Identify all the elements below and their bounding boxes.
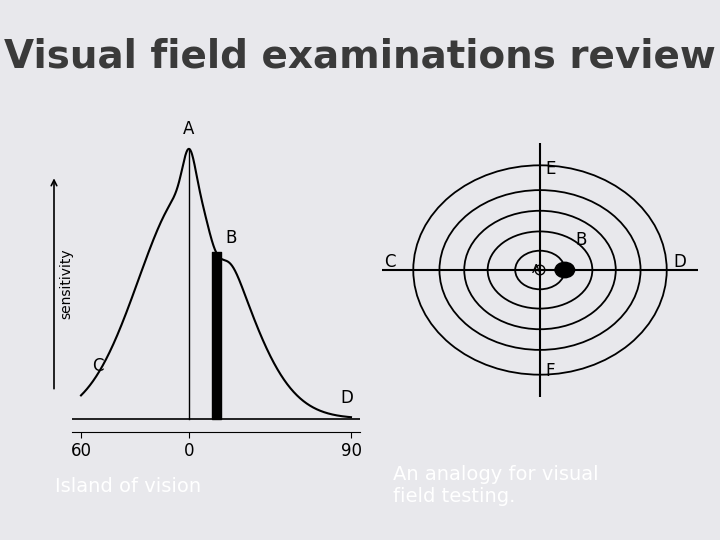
Text: A: A xyxy=(531,264,540,276)
Text: C: C xyxy=(92,356,103,375)
Text: D: D xyxy=(341,389,353,407)
Text: Visual field examinations review: Visual field examinations review xyxy=(4,38,716,76)
Text: E: E xyxy=(546,160,556,178)
Text: An analogy for visual
field testing.: An analogy for visual field testing. xyxy=(393,465,598,507)
Text: B: B xyxy=(225,228,236,247)
Text: A: A xyxy=(184,120,194,138)
Text: D: D xyxy=(674,253,686,271)
Text: Island of vision: Island of vision xyxy=(55,476,201,496)
Text: F: F xyxy=(546,362,555,380)
Text: C: C xyxy=(384,253,396,271)
Text: sensitivity: sensitivity xyxy=(60,248,73,319)
Text: B: B xyxy=(576,231,588,249)
Ellipse shape xyxy=(555,262,575,278)
